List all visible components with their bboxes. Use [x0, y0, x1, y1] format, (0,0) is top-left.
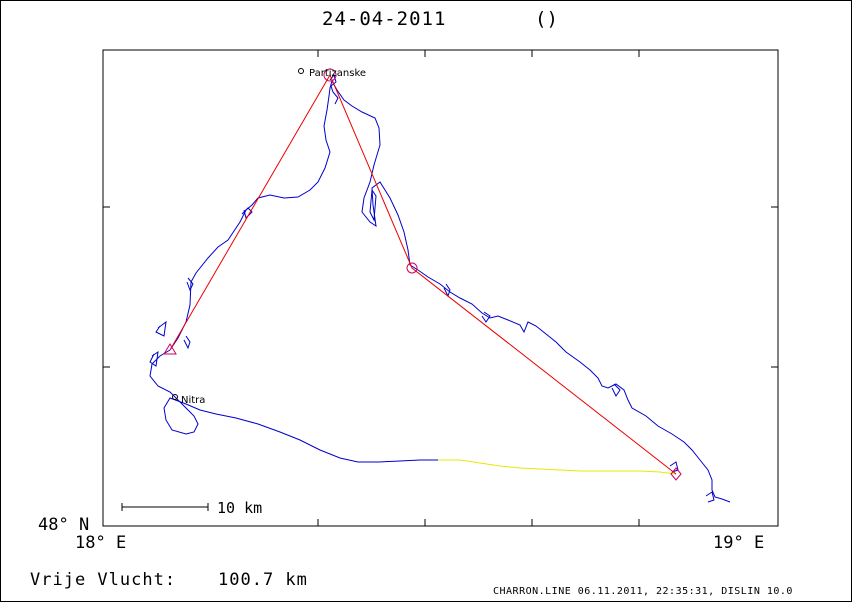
thermal-loops: [149, 73, 715, 503]
city-label-nitra: Nitra: [181, 395, 206, 406]
finish-diamond-icon: [670, 467, 682, 481]
turnpoint-circle-icon: [323, 68, 337, 82]
flight-track: [169, 79, 731, 503]
flight-date: 24-04-2011: [322, 8, 447, 30]
latitude-label: 48° N: [38, 515, 90, 535]
axis-ticks: [103, 50, 778, 526]
longitude-label-left: 18° E: [75, 533, 127, 553]
distance-label: Vrije Vlucht:: [30, 570, 177, 590]
task-triangle: [169, 73, 677, 475]
start-triangle-icon: [163, 343, 177, 355]
city-dot-icon: [298, 68, 304, 74]
scale-bar-label: 10 km: [217, 499, 263, 517]
flight-track-return: [149, 349, 438, 463]
footer-info: CHARRON.LINE 06.11.2011, 22:35:31, DISLI…: [493, 586, 793, 597]
flight-track-final: [438, 459, 677, 475]
map-area-border: [102, 49, 779, 527]
city-dot-icon: [172, 394, 178, 400]
longitude-label-right: 19° E: [713, 533, 765, 553]
scale-bar: [121, 503, 209, 511]
flight-subtitle: (): [535, 8, 558, 30]
city-label-partizanske: Partizanske: [309, 68, 367, 79]
turnpoint-circle-icon: [406, 262, 418, 274]
distance-value: 100.7 km: [218, 570, 308, 590]
